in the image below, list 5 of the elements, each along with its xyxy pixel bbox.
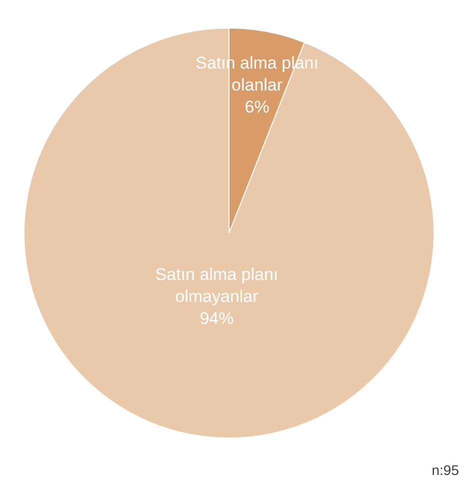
slice-label: Satın alma planı olmayanlar: [155, 264, 278, 306]
data-label: 94%: [200, 308, 234, 328]
data-label: 6%: [244, 97, 270, 116]
text: n:95: [432, 462, 460, 478]
pie-slice: [24, 28, 434, 438]
